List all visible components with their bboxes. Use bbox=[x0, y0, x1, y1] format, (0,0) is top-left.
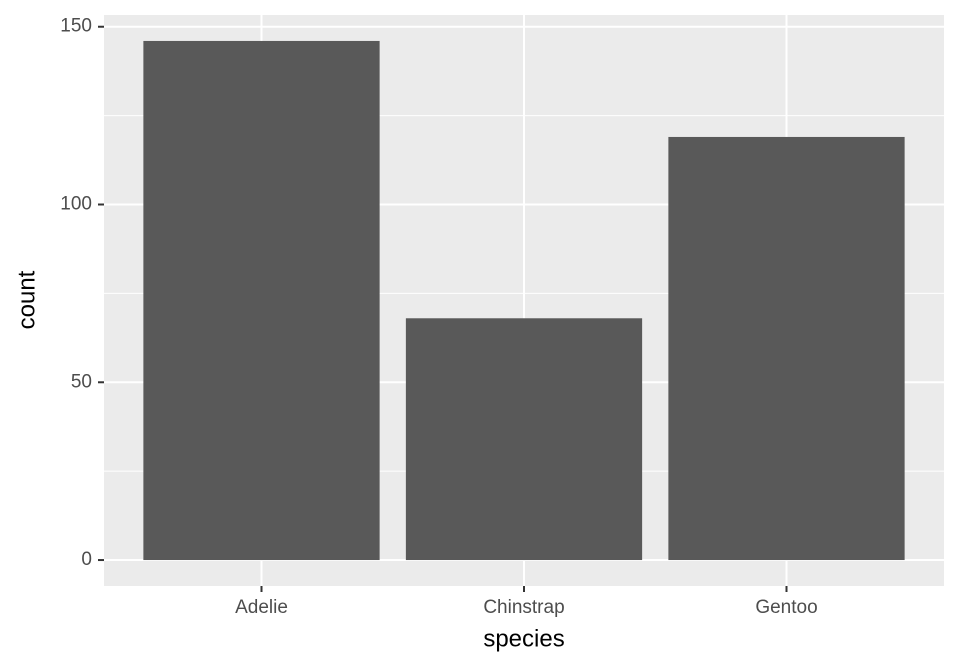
y-tick-label: 100 bbox=[60, 194, 92, 215]
y-tick-label: 50 bbox=[71, 371, 92, 392]
bar bbox=[143, 40, 380, 561]
x-axis-title: species bbox=[483, 625, 564, 652]
y-tick-label: 0 bbox=[81, 549, 92, 570]
x-tick-label: Gentoo bbox=[755, 597, 817, 618]
x-tick-label: Adelie bbox=[235, 597, 288, 618]
bar bbox=[668, 136, 905, 561]
bar bbox=[405, 318, 643, 561]
y-axis-title: count bbox=[13, 270, 40, 329]
y-tick-label: 150 bbox=[60, 16, 92, 37]
x-tick-label: Chinstrap bbox=[483, 597, 564, 618]
